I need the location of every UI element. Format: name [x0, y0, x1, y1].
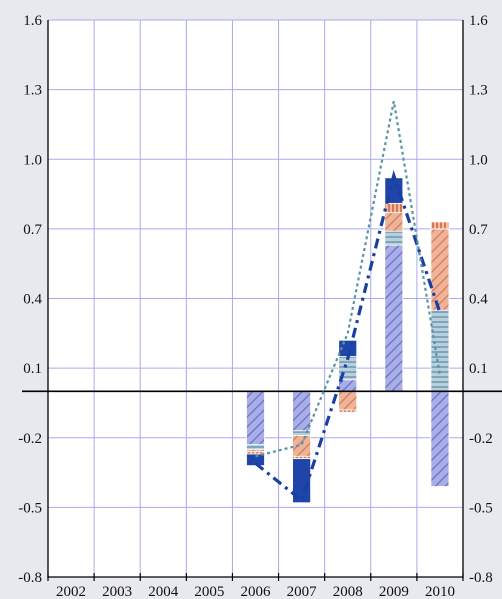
bar-vert-orange-2009 [384, 202, 404, 214]
line-layer [254, 100, 442, 504]
y-tick-label-right: -0.2 [469, 431, 493, 447]
bar-horiz-blue-2009 [384, 230, 404, 246]
bar-diag-blue-2009 [384, 244, 404, 392]
bar-diag-orange-2009 [384, 212, 404, 232]
bar-diag-blue-2007 [292, 390, 312, 432]
y-tick-label-left: 1.3 [23, 83, 42, 99]
y-tick-label-right: -0.5 [469, 500, 493, 516]
y-tick-label-right: 0.7 [469, 222, 488, 238]
x-tick-label: 2005 [194, 584, 224, 599]
bar-solid-navy-2007 [292, 458, 312, 504]
x-tick-label: 2009 [379, 584, 409, 599]
x-tick-label: 2003 [102, 584, 132, 599]
bar-diag-orange-2008 [338, 390, 358, 411]
y-tick-label-left: 0.7 [23, 222, 42, 238]
x-tick-label: 2006 [241, 584, 272, 599]
x-tick-label: 2004 [148, 584, 179, 599]
y-tick-label-right: 1.6 [469, 13, 488, 29]
x-tick-label: 2010 [425, 584, 455, 599]
axis-layer [22, 20, 502, 581]
y-tick-label-right: 0.1 [469, 361, 488, 377]
bar-diag-blue-2010 [430, 390, 450, 487]
y-tick-label-right: -0.8 [469, 570, 493, 586]
line-dotted [255, 100, 441, 458]
y-tick-label-right: 0.4 [469, 292, 488, 308]
y-tick-label-left: -0.8 [18, 570, 42, 586]
bar-diag-orange-2007 [292, 435, 312, 457]
y-tick-label-right: 1.0 [469, 152, 488, 168]
x-tick-label: 2007 [287, 584, 318, 599]
y-tick-label-left: 1.0 [23, 152, 42, 168]
bar-horiz-blue-2010 [430, 309, 450, 392]
bar-solid-navy-2006 [246, 453, 265, 466]
label-layer: -0.8 -0.8 -0.5 -0.5 -0.2 -0.2 0.1 0.1 0.4 0.4 0.7 0… [18, 13, 493, 599]
x-tick-label: 2008 [333, 584, 363, 599]
bar-horiz-blue-2006 [246, 444, 265, 450]
bar-diag-blue-2006 [246, 390, 265, 446]
y-tick-label-left: -0.5 [18, 500, 42, 516]
bar-vert-orange-2008 [338, 409, 358, 413]
y-tick-label-left: 0.1 [23, 361, 42, 377]
y-tick-label-left: 0.4 [23, 292, 42, 308]
bar-diag-orange-2010 [430, 228, 450, 311]
y-tick-label-left: 1.6 [23, 13, 42, 29]
x-tick-label: 2002 [56, 584, 86, 599]
line-dashdot [254, 169, 442, 504]
y-tick-label-left: -0.2 [18, 431, 42, 447]
y-tick-label-right: 1.3 [469, 83, 488, 99]
bar-vert-orange-2010 [430, 221, 450, 230]
